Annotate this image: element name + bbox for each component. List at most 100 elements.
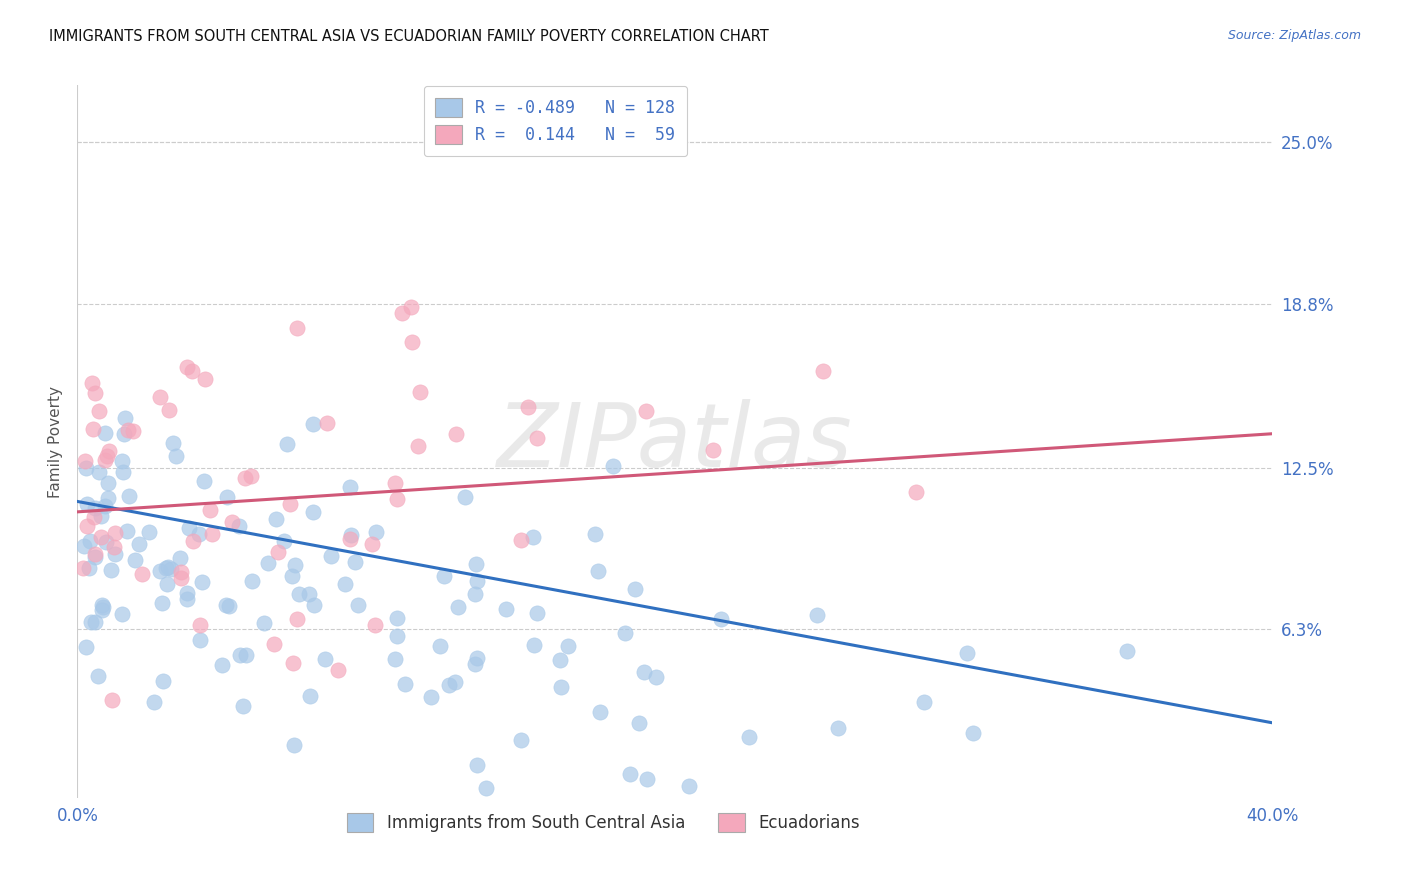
Point [385, 491, 408, 506]
Point [347, 599, 370, 613]
Point [96, 449, 118, 463]
Point [229, 648, 252, 662]
Point [623, 582, 645, 596]
Point [420, 690, 443, 704]
Point [387, 629, 409, 643]
Point [409, 385, 432, 400]
Point [399, 300, 422, 314]
Point [193, 475, 215, 489]
Point [557, 640, 579, 654]
Point [283, 656, 305, 670]
Point [633, 665, 655, 679]
Point [366, 525, 388, 540]
Point [215, 598, 238, 612]
Point [510, 533, 533, 547]
Point [550, 652, 572, 666]
Point [827, 721, 849, 735]
Point [170, 571, 193, 585]
Point [75, 640, 97, 654]
Point [111, 454, 134, 468]
Point [177, 521, 200, 535]
Point [87, 403, 110, 417]
Point [111, 607, 134, 622]
Point [447, 600, 470, 615]
Point [87, 669, 110, 683]
Point [181, 533, 204, 548]
Point [384, 476, 406, 491]
Point [149, 390, 172, 404]
Point [122, 424, 145, 438]
Point [273, 534, 295, 549]
Point [339, 480, 361, 494]
Point [75, 461, 97, 475]
Point [589, 706, 612, 720]
Point [79, 615, 101, 629]
Point [509, 733, 531, 747]
Point [702, 442, 724, 457]
Point [194, 372, 217, 386]
Point [384, 652, 406, 666]
Point [72, 539, 94, 553]
Point [160, 562, 183, 576]
Point [215, 490, 238, 504]
Point [190, 618, 212, 632]
Point [464, 657, 486, 671]
Point [962, 726, 984, 740]
Point [811, 363, 834, 377]
Point [465, 574, 488, 589]
Point [619, 767, 641, 781]
Point [165, 449, 187, 463]
Point [157, 402, 180, 417]
Point [394, 677, 416, 691]
Point [76, 497, 98, 511]
Point [446, 426, 468, 441]
Point [444, 675, 467, 690]
Point [79, 533, 101, 548]
Point [678, 779, 700, 793]
Legend: Immigrants from South Central Asia, Ecuadorians: Immigrants from South Central Asia, Ecua… [335, 801, 872, 844]
Point [83, 615, 105, 630]
Point [94, 425, 117, 440]
Point [155, 577, 177, 591]
Point [391, 306, 413, 320]
Point [586, 564, 609, 578]
Point [465, 757, 488, 772]
Point [104, 525, 127, 540]
Point [628, 716, 651, 731]
Point [912, 695, 935, 709]
Point [283, 738, 305, 752]
Point [100, 693, 122, 707]
Point [263, 637, 285, 651]
Point [614, 625, 637, 640]
Point [104, 547, 127, 561]
Point [118, 489, 141, 503]
Point [90, 530, 112, 544]
Point [103, 541, 125, 555]
Point [82, 422, 104, 436]
Point [339, 533, 361, 547]
Point [276, 437, 298, 451]
Point [645, 669, 668, 683]
Point [83, 509, 105, 524]
Point [181, 364, 204, 378]
Point [211, 658, 233, 673]
Point [90, 603, 112, 617]
Point [1116, 644, 1139, 658]
Point [233, 471, 256, 485]
Point [100, 563, 122, 577]
Point [344, 555, 367, 569]
Point [72, 561, 94, 575]
Point [235, 648, 257, 662]
Point [333, 576, 356, 591]
Point [218, 599, 240, 614]
Point [155, 561, 177, 575]
Point [340, 528, 363, 542]
Point [162, 436, 184, 450]
Point [302, 417, 325, 431]
Point [76, 519, 98, 533]
Point [298, 689, 321, 703]
Point [304, 598, 326, 612]
Text: IMMIGRANTS FROM SOUTH CENTRAL ASIA VS ECUADORIAN FAMILY POVERTY CORRELATION CHAR: IMMIGRANTS FROM SOUTH CENTRAL ASIA VS EC… [49, 29, 769, 44]
Point [201, 526, 224, 541]
Point [80, 376, 103, 391]
